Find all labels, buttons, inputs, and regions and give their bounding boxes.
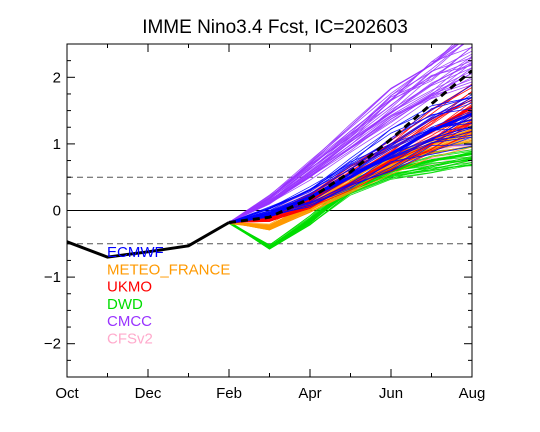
member-line xyxy=(228,46,472,223)
x-tick-label: Jun xyxy=(379,385,403,402)
member-line xyxy=(228,63,472,223)
legend-label-cfsv2: CFSv2 xyxy=(107,331,153,348)
member-line xyxy=(228,100,472,223)
legend-label-meteo-france: METEO_FRANCE xyxy=(107,261,230,278)
legend-label-dwd: DWD xyxy=(107,296,143,313)
member-line xyxy=(228,44,466,223)
chart-title: IMME Nino3.4 Fcst, IC=202603 xyxy=(142,17,408,38)
plot-area xyxy=(67,44,472,259)
y-tick-label: −2 xyxy=(44,336,61,353)
x-tick-label: Oct xyxy=(55,385,79,402)
member-line xyxy=(228,145,472,230)
member-line xyxy=(228,121,472,226)
y-tick-label: 2 xyxy=(53,69,61,86)
member-line xyxy=(228,96,472,223)
observed-line xyxy=(67,221,230,259)
legend-label-cmcc: CMCC xyxy=(107,313,152,330)
member-line xyxy=(228,108,472,223)
axes: −2 −1 0 1 2 Oct Dec Feb Apr Jun Aug xyxy=(44,43,486,402)
member-line xyxy=(228,46,472,223)
member-line xyxy=(228,119,472,223)
ensemble-mean-line xyxy=(228,69,472,224)
x-tick-label: Dec xyxy=(135,385,162,402)
x-tick-label: Aug xyxy=(459,385,486,402)
ensemble-cmcc xyxy=(228,44,472,223)
member-line xyxy=(228,102,472,223)
y-tick-label: −1 xyxy=(44,269,61,286)
x-tick-label: Feb xyxy=(216,385,242,402)
member-line xyxy=(228,67,472,223)
member-line xyxy=(228,84,472,223)
legend-label-ukmo: UKMO xyxy=(107,279,152,296)
member-line xyxy=(228,122,472,223)
legend-label-ecmwf: ECMWF xyxy=(107,244,164,261)
x-tick-label: Apr xyxy=(298,385,321,402)
y-tick-label: 1 xyxy=(53,136,61,153)
member-line xyxy=(228,122,472,223)
y-tick-label: 0 xyxy=(53,203,61,220)
